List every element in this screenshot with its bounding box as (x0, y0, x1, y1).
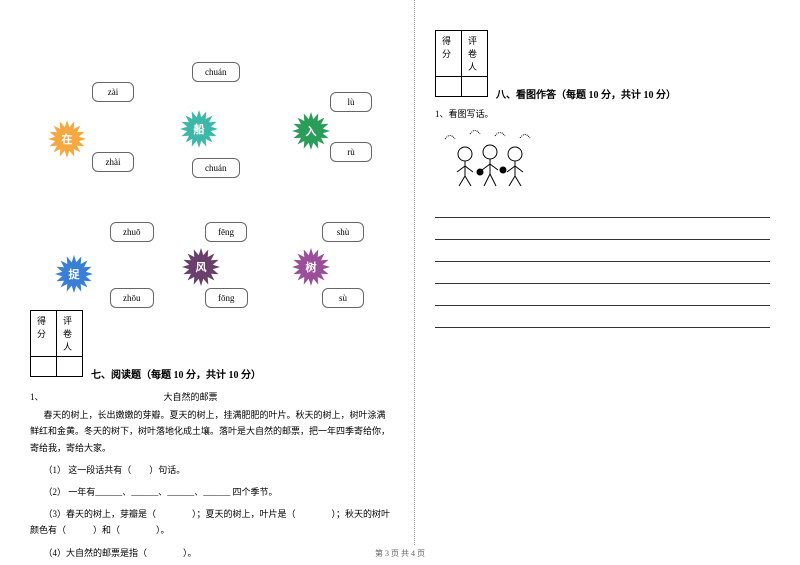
pinyin-option[interactable]: rù (330, 142, 372, 162)
pinyin-option[interactable]: zài (92, 82, 134, 102)
score-value[interactable] (31, 357, 57, 377)
question-3: （3）春天的树上，芽瓣是（ ）；夏天的树上，叶片是（ ）；秋天的树叶颜色有（ ）… (30, 506, 394, 538)
writing-line[interactable] (435, 268, 770, 284)
question-1: （1） 这一段话共有（ ）句话。 (30, 462, 394, 478)
score-box-8: 得分 评卷人 (435, 30, 488, 97)
pinyin-option[interactable]: sù (322, 288, 364, 308)
passage-text: 春天的树上，长出嫩嫩的芽瓣。夏天的树上，挂满肥肥的叶片。秋天的树上，树叶涂满鲜红… (30, 407, 394, 456)
char-burst: 树 (292, 248, 330, 286)
reviewer-value[interactable] (462, 77, 488, 97)
section8-header: 得分 评卷人 八、看图作答（每题 10 分，共计 10 分） (435, 30, 770, 101)
section8-title: 八、看图作答（每题 10 分，共计 10 分） (496, 86, 676, 101)
writing-line[interactable] (435, 246, 770, 262)
page: 在 船 入捉 风 树 zài zhài chuán chuán lù rù zhuō zhōu fēng f… (0, 0, 800, 545)
char-burst: 风 (182, 248, 220, 286)
question-2: （2） 一年有______、______、______、______ 四个季节。 (30, 484, 394, 500)
reading-block: 1、 大自然的邮票 春天的树上，长出嫩嫩的芽瓣。夏天的树上，挂满肥肥的叶片。秋天的… (30, 389, 394, 561)
pinyin-option[interactable]: zhài (92, 152, 134, 172)
right-column: 得分 评卷人 八、看图作答（每题 10 分，共计 10 分） 1、看图写话。 (415, 0, 800, 545)
char-burst: 船 (180, 110, 218, 148)
pinyin-option[interactable]: fōng (205, 288, 248, 308)
pinyin-option[interactable]: lù (330, 92, 372, 112)
score-label: 得分 (436, 31, 462, 77)
writing-line[interactable] (435, 312, 770, 328)
q-number: 1、 大自然的邮票 (30, 389, 394, 405)
pinyin-option[interactable]: shù (322, 222, 364, 242)
pinyin-option[interactable]: fēng (205, 222, 247, 242)
writing-line[interactable] (435, 224, 770, 240)
left-column: 在 船 入捉 风 树 zài zhài chuán chuán lù rù zhuō zhōu fēng f… (0, 0, 415, 545)
writing-prompt: 1、看图写话。 (435, 107, 770, 120)
pinyin-option[interactable]: zhuō (110, 222, 154, 242)
score-value[interactable] (436, 77, 462, 97)
prompt-image (435, 124, 545, 194)
section7-title: 七、阅读题（每题 10 分，共计 10 分） (91, 366, 261, 381)
reviewer-value[interactable] (57, 357, 83, 377)
section7-header: 得分 评卷人 七、阅读题（每题 10 分，共计 10 分） (30, 310, 394, 381)
char-burst: 捉 (55, 255, 93, 293)
passage-title: 大自然的邮票 (164, 392, 218, 402)
char-burst: 在 (48, 120, 86, 158)
score-label: 得分 (31, 311, 57, 357)
kids-playing-icon (435, 124, 545, 194)
reviewer-label: 评卷人 (462, 31, 488, 77)
q1-num: 1、 (30, 392, 44, 402)
pinyin-option[interactable]: chuán (192, 158, 240, 178)
pinyin-option[interactable]: zhōu (110, 288, 154, 308)
pinyin-option[interactable]: chuán (192, 62, 240, 82)
page-footer: 第 3 页 共 4 页 (0, 548, 800, 559)
reviewer-label: 评卷人 (57, 311, 83, 357)
writing-line[interactable] (435, 290, 770, 306)
pinyin-diagram: 在 船 入捉 风 树 zài zhài chuán chuán lù rù zhuō zhōu fēng f… (30, 30, 390, 310)
writing-line[interactable] (435, 202, 770, 218)
char-burst: 入 (292, 112, 330, 150)
score-box-7: 得分 评卷人 (30, 310, 83, 377)
